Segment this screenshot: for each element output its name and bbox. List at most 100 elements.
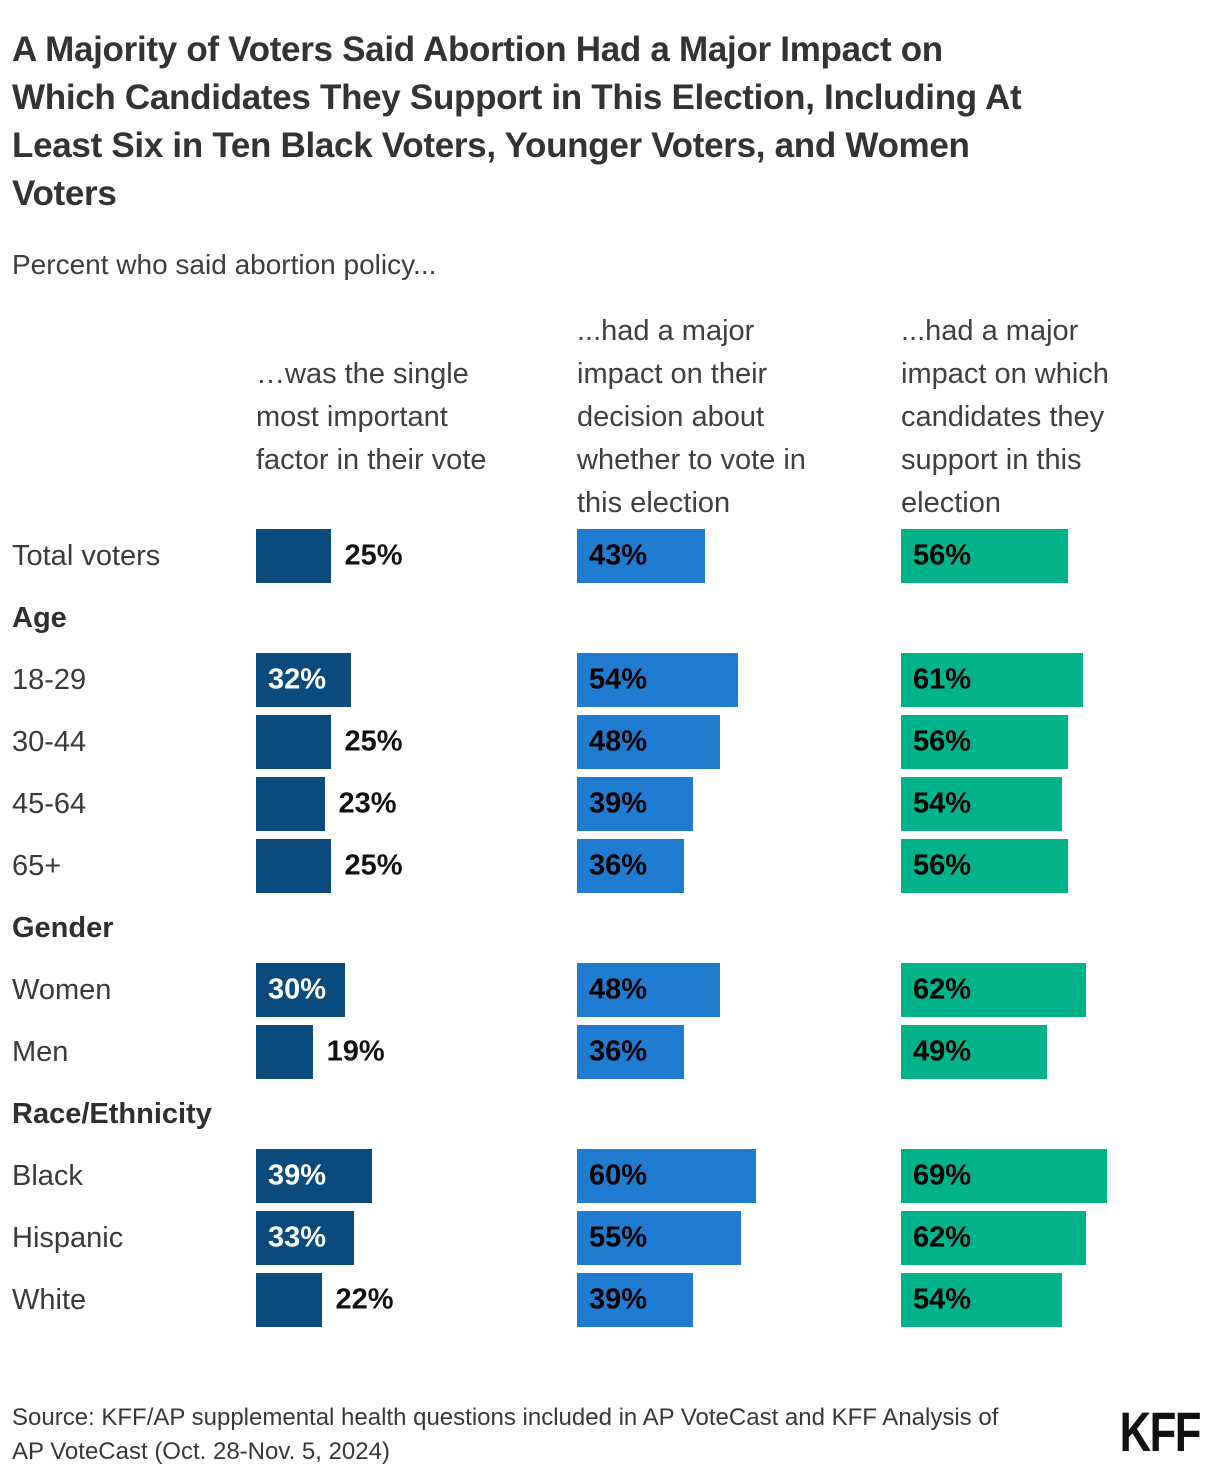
bar-cell: 54% bbox=[577, 653, 901, 707]
kff-logo: KFF bbox=[1119, 1400, 1202, 1463]
bar-cell: 23% bbox=[256, 777, 577, 831]
bar-series-2 bbox=[577, 1211, 741, 1265]
section-label: Race/Ethnicity bbox=[12, 1097, 212, 1130]
bar-cell: 39% bbox=[256, 1149, 577, 1203]
bar-cell: 56% bbox=[901, 839, 1220, 893]
bar-cell: 25% bbox=[256, 839, 577, 893]
bar-cell: 32% bbox=[256, 653, 577, 707]
bar-value-label: 56% bbox=[913, 539, 972, 572]
data-row: Women 30% 48% 62% bbox=[0, 959, 1220, 1021]
bar-series-2 bbox=[577, 839, 685, 893]
bar-value-label: 25% bbox=[344, 849, 403, 882]
column-header-line: …was the single bbox=[256, 358, 469, 390]
page-title: A Majority of Voters Said Abortion Had a… bbox=[12, 26, 1208, 218]
bar-series-3 bbox=[901, 963, 1086, 1017]
bar-series-2 bbox=[577, 653, 738, 707]
bar-series-1 bbox=[256, 777, 325, 831]
row-label: White bbox=[12, 1283, 87, 1316]
bar-series-1 bbox=[256, 1025, 313, 1079]
bar-series-3 bbox=[901, 1025, 1048, 1079]
bar-series-3 bbox=[901, 715, 1068, 769]
data-row: Men 19% 36% 49% bbox=[0, 1021, 1220, 1083]
bar-series-3 bbox=[901, 1211, 1086, 1265]
bar-cell: 30% bbox=[256, 963, 577, 1017]
bar-cell: 55% bbox=[577, 1211, 901, 1265]
bar-value-label: 30% bbox=[268, 973, 327, 1006]
row-label: 45-64 bbox=[12, 787, 87, 820]
bar-series-3 bbox=[901, 653, 1083, 707]
bar-series-3 bbox=[901, 777, 1062, 831]
bar-cell: 33% bbox=[256, 1211, 577, 1265]
bar-cell: 39% bbox=[577, 1273, 901, 1327]
bar-cell: 54% bbox=[901, 1273, 1220, 1327]
bar-value-label: 60% bbox=[589, 1159, 648, 1192]
row-label: 65+ bbox=[12, 849, 62, 882]
bar-value-label: 56% bbox=[913, 849, 972, 882]
bar-value-label: 23% bbox=[338, 787, 397, 820]
column-header-line: impact on their bbox=[577, 358, 768, 390]
bar-value-label: 54% bbox=[913, 1283, 972, 1316]
bar-value-label: 43% bbox=[589, 539, 648, 572]
bar-value-label: 55% bbox=[589, 1221, 648, 1254]
source-text: Source: KFF/AP supplemental health quest… bbox=[12, 1401, 1208, 1469]
chart-subtitle: Percent who said abortion policy... bbox=[12, 249, 437, 280]
bar-cell: 54% bbox=[901, 777, 1220, 831]
source-line: Source: KFF/AP supplemental health quest… bbox=[12, 1404, 999, 1431]
section-label: Age bbox=[12, 601, 67, 634]
column-header-line: factor in their vote bbox=[256, 444, 487, 476]
bar-value-label: 32% bbox=[268, 663, 327, 696]
bar-cell: 25% bbox=[256, 715, 577, 769]
bar-value-label: 49% bbox=[913, 1035, 972, 1068]
bar-cell: 61% bbox=[901, 653, 1220, 707]
section-label: Gender bbox=[12, 911, 114, 944]
bar-cell: 60% bbox=[577, 1149, 901, 1203]
data-row: 30-44 25% 48% 56% bbox=[0, 711, 1220, 773]
column-header-line: most important bbox=[256, 401, 448, 433]
bar-value-label: 62% bbox=[913, 1221, 972, 1254]
section-row: Age bbox=[0, 587, 1220, 649]
bar-series-1 bbox=[256, 1273, 322, 1327]
bar-cell: 36% bbox=[577, 839, 901, 893]
data-row: 45-64 23% 39% 54% bbox=[0, 773, 1220, 835]
bar-series-1 bbox=[256, 963, 346, 1017]
bar-series-2 bbox=[577, 1273, 694, 1327]
bar-series-1 bbox=[256, 1211, 355, 1265]
bar-cell: 62% bbox=[901, 963, 1220, 1017]
bar-value-label: 36% bbox=[589, 849, 648, 882]
bar-series-3 bbox=[901, 529, 1068, 583]
bar-series-1 bbox=[256, 653, 352, 707]
bar-value-label: 25% bbox=[344, 539, 403, 572]
bar-series-2 bbox=[577, 529, 706, 583]
bar-value-label: 36% bbox=[589, 1035, 648, 1068]
bar-series-1 bbox=[256, 839, 331, 893]
row-label: 18-29 bbox=[12, 663, 87, 696]
bar-value-label: 69% bbox=[913, 1159, 972, 1192]
bar-value-label: 48% bbox=[589, 725, 648, 758]
bar-value-label: 61% bbox=[913, 663, 972, 696]
page-title-line: Least Six in Ten Black Voters, Younger V… bbox=[12, 126, 970, 165]
bar-series-1 bbox=[256, 1149, 373, 1203]
column-header-2: ...had a major impact on their decision … bbox=[577, 310, 901, 525]
bar-value-label: 54% bbox=[913, 787, 972, 820]
header-spacer bbox=[0, 310, 256, 525]
bar-cell: 48% bbox=[577, 715, 901, 769]
row-label: Women bbox=[12, 973, 112, 1006]
bar-series-3 bbox=[901, 1273, 1062, 1327]
bar-cell: 43% bbox=[577, 529, 901, 583]
bar-series-2 bbox=[577, 1025, 685, 1079]
bar-cell: 56% bbox=[901, 529, 1220, 583]
bar-cell: 62% bbox=[901, 1211, 1220, 1265]
page-title-line: Voters bbox=[12, 174, 117, 213]
column-header-line: election bbox=[901, 487, 1001, 519]
column-header-1: …was the single most important factor in… bbox=[256, 353, 577, 525]
bar-value-label: 54% bbox=[589, 663, 648, 696]
bar-cell: 49% bbox=[901, 1025, 1220, 1079]
page-title-line: A Majority of Voters Said Abortion Had a… bbox=[12, 30, 943, 69]
column-header-line: decision about bbox=[577, 401, 765, 433]
column-header-line: candidates they bbox=[901, 401, 1105, 433]
column-header-line: impact on which bbox=[901, 358, 1109, 390]
bar-value-label: 22% bbox=[335, 1283, 394, 1316]
bar-value-label: 48% bbox=[589, 973, 648, 1006]
bar-value-label: 19% bbox=[326, 1035, 385, 1068]
